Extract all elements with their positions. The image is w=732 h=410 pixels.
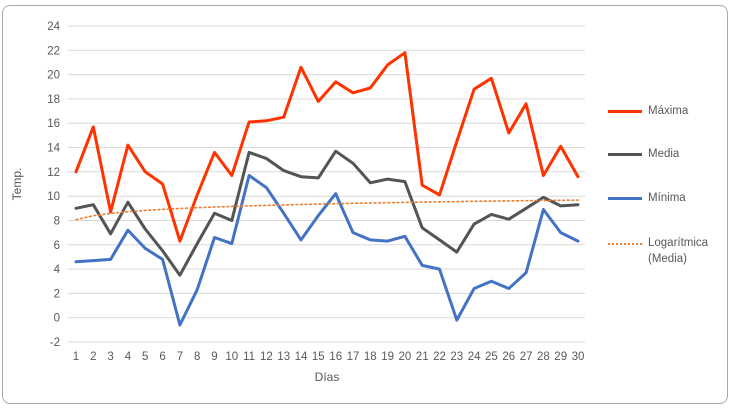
y-tick-label: 16: [47, 118, 60, 130]
x-tick-label: 12: [260, 351, 273, 363]
x-tick-label: 11: [243, 351, 255, 363]
legend-label-media: Media: [648, 148, 680, 160]
x-tick-label: 29: [554, 351, 567, 363]
y-tick-label: 0: [54, 313, 60, 325]
x-tick-label: 21: [416, 351, 429, 363]
series-media: [74, 149, 580, 277]
minima-line-swatch: [608, 197, 642, 200]
x-tick-label: 3: [107, 351, 113, 363]
y-tick-label: 2: [54, 288, 60, 300]
x-tick-label: 1: [73, 351, 79, 363]
x-tick-label: 13: [277, 351, 290, 363]
chart-legend: Máxima Media Mínima Logarítmica (Media): [602, 0, 730, 410]
x-tick-label: 27: [520, 351, 533, 363]
y-tick-label: 20: [47, 70, 60, 82]
x-tick-label: 20: [399, 351, 412, 363]
logaritmica-line-swatch: [608, 243, 642, 245]
legend-item-minima: Mínima: [608, 191, 686, 207]
x-tick-label: 23: [450, 351, 463, 363]
y-tick-label: 12: [47, 167, 60, 179]
series-m-xima: [74, 51, 580, 243]
y-tick-label: 24: [47, 21, 60, 33]
legend-label-minima: Mínima: [648, 192, 686, 204]
x-tick-label: 18: [364, 351, 377, 363]
x-tick-label: 17: [347, 351, 360, 363]
y-tick-label: 14: [47, 143, 60, 155]
y-tick-label: 8: [54, 216, 60, 228]
maxima-line-swatch: [608, 110, 642, 113]
y-tick-label: 10: [47, 191, 60, 203]
y-tick-label: 18: [47, 94, 60, 106]
x-tick-label: 16: [329, 351, 342, 363]
x-tick-label: 4: [125, 351, 132, 363]
y-tick-label: -2: [50, 337, 60, 349]
x-tick-label: 22: [433, 351, 446, 363]
x-tick-label: 24: [468, 351, 481, 363]
y-axis-title: Temp.: [10, 168, 24, 201]
legend-item-media: Media: [608, 147, 679, 163]
series-m-nima: [74, 174, 580, 327]
x-tick-label: 25: [485, 351, 498, 363]
legend-label-logaritmica: Logarítmica (Media): [648, 237, 709, 265]
x-tick-label: 7: [177, 351, 183, 363]
x-axis-title: Días: [315, 370, 340, 384]
y-tick-label: 6: [54, 240, 60, 252]
x-tick-label: 8: [194, 351, 200, 363]
legend-item-maxima: Máxima: [608, 104, 688, 120]
x-tick-label: 6: [159, 351, 165, 363]
x-tick-label: 28: [537, 351, 550, 363]
x-tick-label: 5: [142, 351, 148, 363]
x-tick-label: 26: [502, 351, 515, 363]
x-tick-label: 19: [381, 351, 394, 363]
x-tick-label: 30: [572, 351, 585, 363]
x-tick-label: 2: [90, 351, 96, 363]
x-tick-label: 14: [295, 351, 308, 363]
media-line-swatch: [608, 153, 642, 156]
series-logar-tmica-media-: [75, 199, 579, 221]
x-tick-label: 9: [211, 351, 217, 363]
x-tick-label: 10: [225, 351, 238, 363]
legend-item-logaritmica: Logarítmica (Media): [608, 236, 728, 267]
legend-label-maxima: Máxima: [648, 105, 689, 117]
y-tick-label: 4: [54, 264, 61, 276]
x-tick-label: 15: [312, 351, 325, 363]
y-tick-label: 22: [47, 45, 60, 57]
